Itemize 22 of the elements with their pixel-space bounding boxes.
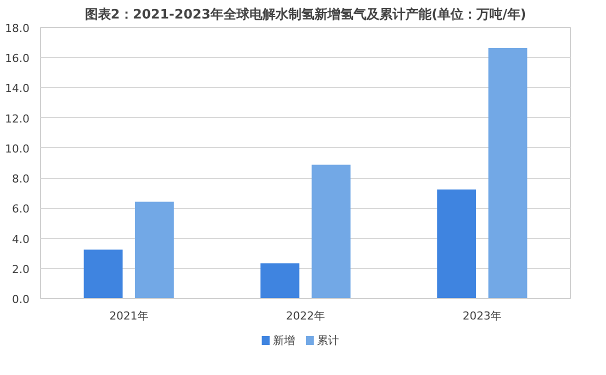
x-tick-label: 2021年 bbox=[109, 310, 148, 322]
bar bbox=[84, 250, 123, 298]
y-tick-label: 8.0 bbox=[12, 172, 30, 186]
y-tick-label: 18.0 bbox=[5, 22, 30, 35]
bar bbox=[260, 263, 300, 298]
legend-label: 新增 bbox=[272, 334, 295, 347]
y-tick-label: 6.0 bbox=[12, 202, 30, 216]
bar bbox=[312, 164, 351, 298]
bar bbox=[437, 190, 476, 298]
legend-label: 累计 bbox=[316, 334, 339, 347]
x-tick-label: 2023年 bbox=[462, 310, 502, 322]
bar bbox=[488, 48, 528, 298]
y-tick-label: 0.0 bbox=[12, 293, 30, 306]
y-tick-label: 10.0 bbox=[5, 142, 30, 156]
x-tick-label: 2022年 bbox=[286, 310, 326, 322]
y-tick-label: 4.0 bbox=[12, 232, 30, 246]
y-tick-label: 16.0 bbox=[5, 52, 30, 66]
y-tick-label: 14.0 bbox=[5, 82, 30, 96]
bar bbox=[135, 202, 174, 298]
y-tick-label: 12.0 bbox=[5, 112, 30, 126]
y-tick-label: 2.0 bbox=[12, 262, 30, 276]
chart-title: 图表2：2021-2023年全球电解水制氢新增氢气及累计产能(单位：万吨/年) bbox=[84, 6, 526, 22]
